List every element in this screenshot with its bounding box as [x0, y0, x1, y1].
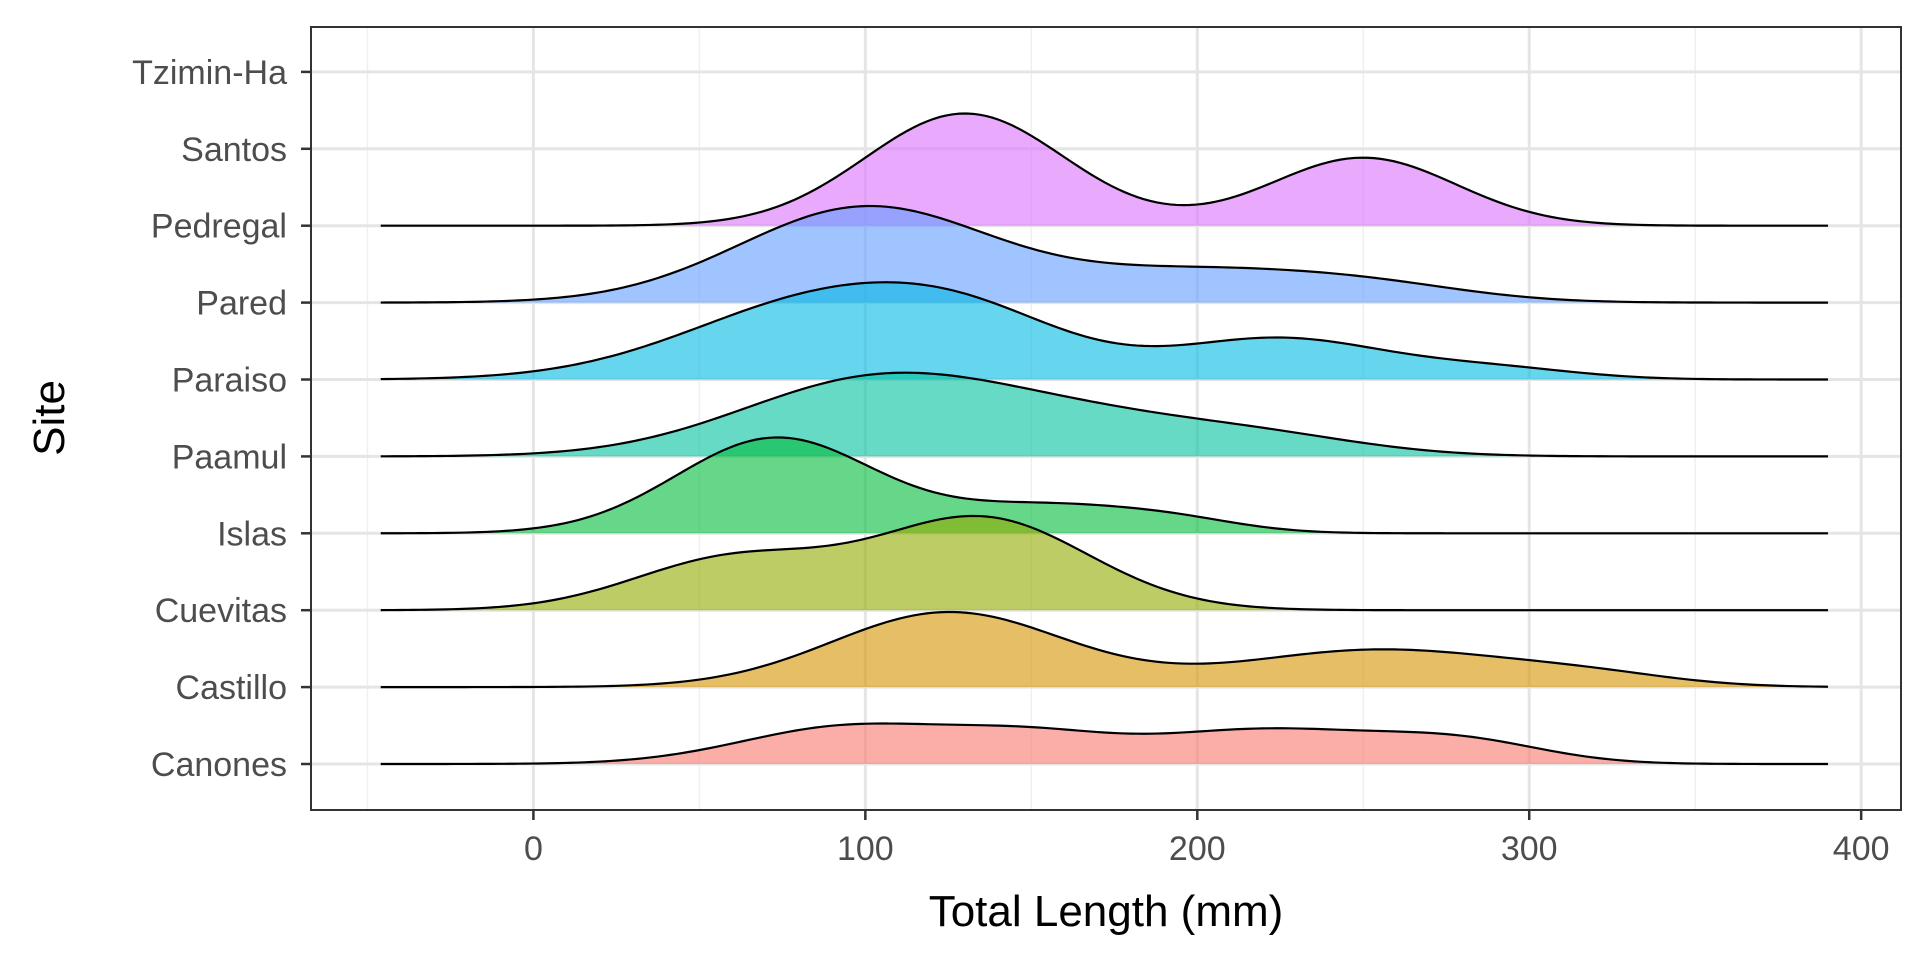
plot-border [310, 26, 1902, 811]
ridge-fill-paamul [380, 372, 1828, 457]
y-tick-label: Castillo [176, 669, 287, 707]
x-tick-label: 300 [1501, 830, 1558, 868]
y-axis-title: Site [25, 380, 74, 456]
ridge-line-paraiso [380, 281, 1828, 381]
ridge-fill-castillo [380, 612, 1828, 688]
x-axis-title: Total Length (mm) [929, 887, 1284, 936]
ridge-fill-pared [380, 206, 1828, 303]
y-tick-label: Cuevitas [155, 592, 287, 630]
x-tick-label: 200 [1169, 830, 1226, 868]
ridge-layer [380, 112, 1828, 766]
ridge-line-canones [380, 722, 1828, 766]
y-tick-label: Santos [181, 131, 287, 169]
ridge-fill-cuevitas [380, 515, 1828, 611]
x-tick-label: 0 [524, 830, 543, 868]
y-tick-label: Paamul [172, 438, 287, 476]
ridge-fill-islas [380, 437, 1828, 534]
axis-layer: Canones Castillo Cuevitas Islas Paamul Parais… [132, 54, 1889, 868]
y-tick-label: Pedregal [151, 208, 287, 246]
ridge-line-pedregal [380, 112, 1828, 227]
ridge-fill-paraiso [380, 282, 1828, 380]
y-tick-label: Islas [217, 515, 287, 553]
y-tick-label: Pared [196, 285, 287, 323]
ridge-line-castillo [380, 610, 1828, 689]
ridge-line-islas [380, 436, 1828, 535]
x-tick-label: 400 [1833, 830, 1890, 868]
ridge-line-paamul [380, 371, 1828, 458]
y-tick-label: Tzimin-Ha [132, 54, 287, 92]
y-tick-label: Paraiso [172, 362, 287, 400]
y-tick-label: Canones [151, 746, 287, 784]
x-tick-label: 100 [837, 830, 894, 868]
ridge-fill-canones [380, 723, 1828, 764]
ridge-fill-pedregal [380, 113, 1828, 226]
ridge-line-pared [380, 204, 1828, 304]
ridge-line-cuevitas [380, 514, 1828, 612]
